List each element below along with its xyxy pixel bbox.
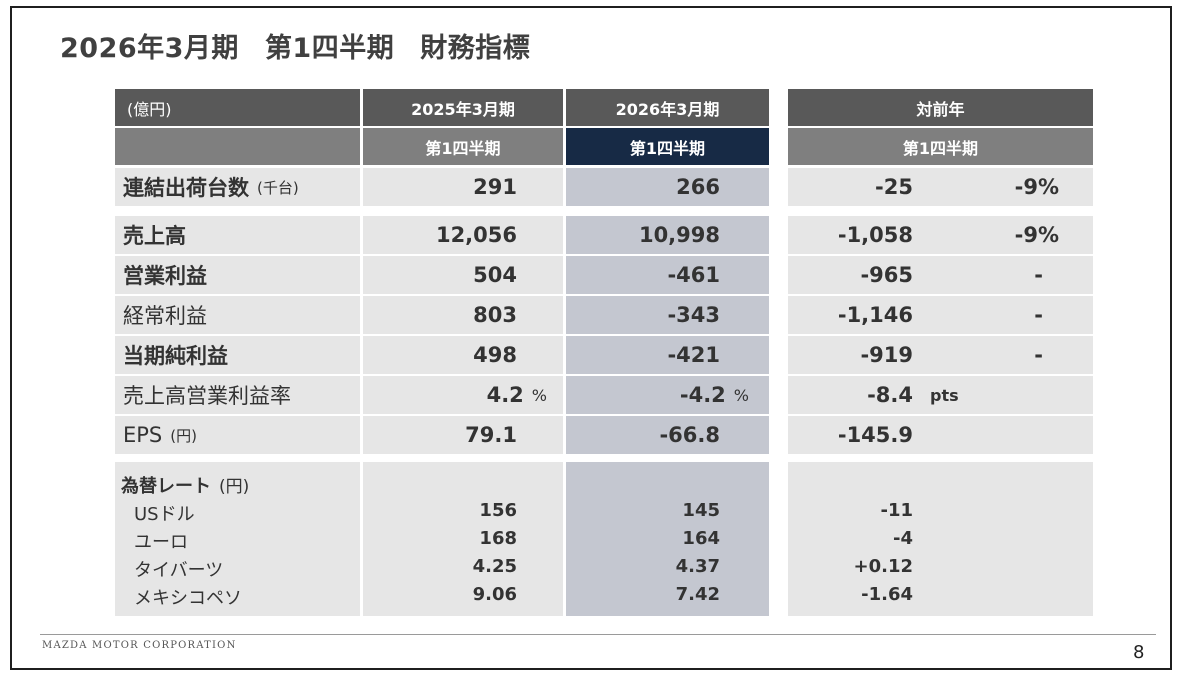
sales-pct: -9% <box>1014 223 1059 247</box>
fx-eur-prev: 168 <box>479 528 517 549</box>
shipments-diff: -25 <box>875 175 913 199</box>
shipments-curr: 266 <box>566 168 769 206</box>
sales-yoy: -1,058 -9% <box>788 216 1093 254</box>
row-margin-label: 売上高営業利益率 <box>115 376 360 414</box>
eps-label: EPS <box>123 423 163 447</box>
operating-profit-curr: -461 <box>566 256 769 294</box>
sales-diff: -1,058 <box>837 223 913 247</box>
eps-prev: 79.1 <box>363 416 563 454</box>
sales-curr: 10,998 <box>566 216 769 254</box>
fx-mxn-label: メキシコペソ <box>134 588 242 609</box>
fx-thb-diff: +0.12 <box>853 556 914 577</box>
fx-thb-prev: 4.25 <box>472 556 517 577</box>
margin-prev-percent: % <box>531 385 547 405</box>
row-operating-profit-label: 営業利益 <box>115 256 360 294</box>
fx-usd-prev: 156 <box>479 500 517 521</box>
fx-usd-label: USドル <box>134 504 195 525</box>
margin-pts: pts <box>930 385 959 405</box>
ordinary-profit-curr: -343 <box>566 296 769 334</box>
header-yoy: 対前年 <box>788 89 1093 126</box>
row-ordinary-profit-label: 経常利益 <box>115 296 360 334</box>
eps-unit: (円) <box>170 426 197 445</box>
fx-label-block <box>115 462 360 616</box>
fx-unit: (円) <box>219 477 250 497</box>
header-yoy-quarter: 第1四半期 <box>788 128 1093 165</box>
margin-prev: 4.2 <box>486 383 524 407</box>
margin-curr-percent: % <box>733 385 749 405</box>
fx-mxn-prev: 9.06 <box>472 584 517 605</box>
fx-yoy-block <box>788 462 1093 616</box>
ordinary-profit-yoy: -1,146 - <box>788 296 1093 334</box>
header-curr-year: 2026年3月期 <box>566 89 769 126</box>
operating-profit-prev: 504 <box>363 256 563 294</box>
fx-thb-label: タイバーツ <box>134 560 224 581</box>
net-profit-yoy: -919 - <box>788 336 1093 374</box>
ordinary-profit-prev: 803 <box>363 296 563 334</box>
shipments-unit: (千台) <box>257 178 299 197</box>
eps-diff: -145.9 <box>837 423 913 447</box>
fx-label: 為替レート <box>121 476 211 497</box>
fx-eur-curr: 164 <box>682 528 720 549</box>
header-unit-label: (億円) <box>115 89 360 126</box>
page-title: 2026年3月期 第1四半期 財務指標 <box>60 26 556 65</box>
fx-mxn-diff: -1.64 <box>861 584 913 605</box>
operating-profit-diff: -965 <box>860 263 913 287</box>
title-subject: 財務指標 <box>420 33 531 64</box>
shipments-pct: -9% <box>1014 175 1059 199</box>
header-prev-quarter: 第1四半期 <box>363 128 563 165</box>
row-eps-label: EPS (円) <box>115 416 360 454</box>
net-profit-curr: -421 <box>566 336 769 374</box>
margin-prev-cell: 4.2% <box>363 376 563 414</box>
net-profit-prev: 498 <box>363 336 563 374</box>
row-net-profit-label: 当期純利益 <box>115 336 360 374</box>
title-quarter: 第1四半期 <box>264 33 395 64</box>
page-number: 8 <box>1133 642 1145 663</box>
fx-usd-curr: 145 <box>682 500 720 521</box>
net-profit-pct: - <box>1034 343 1043 367</box>
fx-eur-diff: -4 <box>893 528 913 549</box>
fx-eur-label: ユーロ <box>134 532 188 553</box>
title-fiscal-year: 2026年3月期 <box>60 33 239 64</box>
row-shipments-label: 連結出荷台数 (千台) <box>115 168 360 206</box>
eps-yoy: -145.9 <box>788 416 1093 454</box>
row-sales-label: 売上高 <box>115 216 360 254</box>
header-prev-year: 2025年3月期 <box>363 89 563 126</box>
operating-profit-yoy: -965 - <box>788 256 1093 294</box>
sales-prev: 12,056 <box>363 216 563 254</box>
margin-diff: -8.4 <box>867 383 913 407</box>
fx-title: 為替レート (円) <box>121 472 249 498</box>
ordinary-profit-diff: -1,146 <box>837 303 913 327</box>
net-profit-diff: -919 <box>860 343 913 367</box>
footer-divider <box>40 634 1156 635</box>
fx-curr-block <box>566 462 769 616</box>
header-curr-quarter: 第1四半期 <box>566 128 769 165</box>
eps-curr: -66.8 <box>566 416 769 454</box>
fx-mxn-curr: 7.42 <box>675 584 720 605</box>
ordinary-profit-pct: - <box>1034 303 1043 327</box>
margin-curr-cell: -4.2% <box>566 376 769 414</box>
shipments-label: 連結出荷台数 <box>123 176 249 200</box>
fx-usd-diff: -11 <box>880 500 913 521</box>
shipments-prev: 291 <box>363 168 563 206</box>
header-blank <box>115 128 360 165</box>
margin-yoy: -8.4 pts <box>788 376 1093 414</box>
margin-curr: -4.2 <box>679 383 726 407</box>
footer-brand: MAZDA MOTOR CORPORATION <box>42 640 237 651</box>
fx-prev-block <box>363 462 563 616</box>
fx-thb-curr: 4.37 <box>675 556 720 577</box>
shipments-yoy: -25 -9% <box>788 168 1093 206</box>
operating-profit-pct: - <box>1034 263 1043 287</box>
